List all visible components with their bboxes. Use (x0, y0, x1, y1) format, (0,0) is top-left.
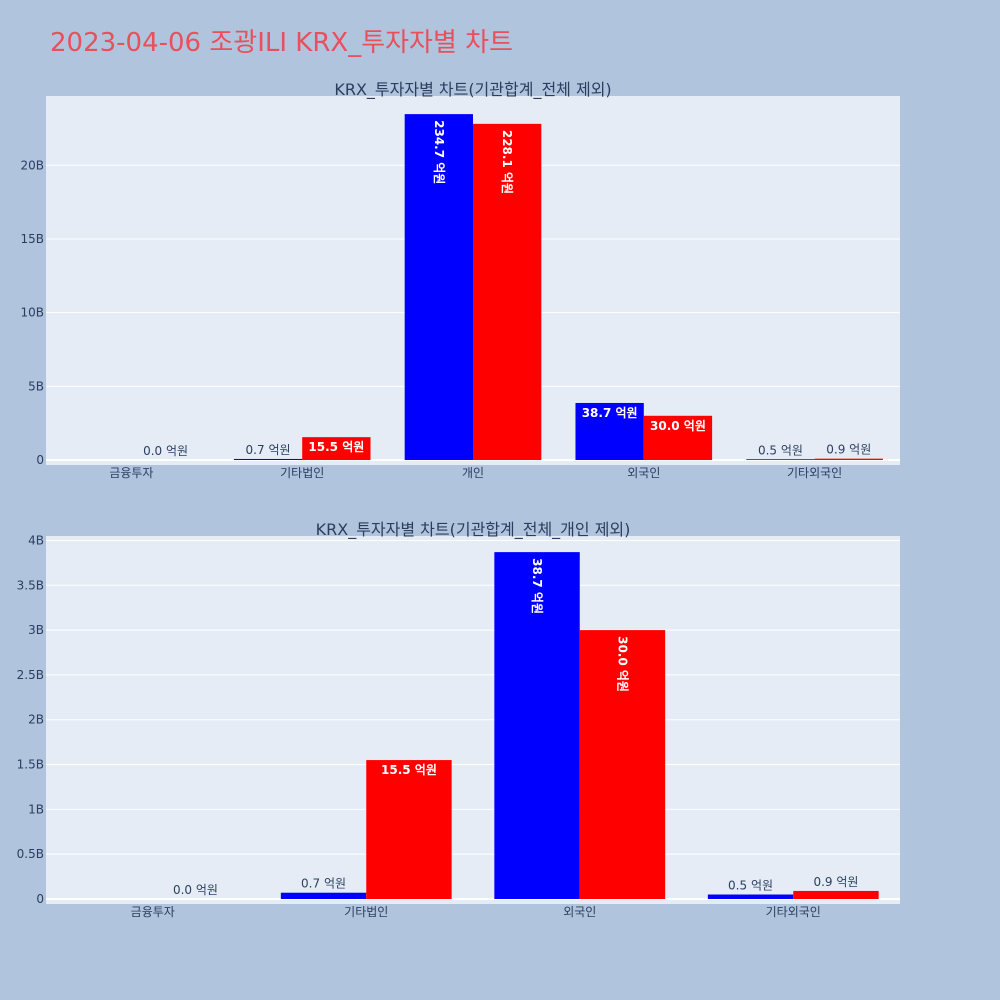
x-tick-label: 기타외국인 (766, 905, 821, 919)
y-tick-label: 5B (28, 379, 44, 393)
bar (575, 402, 644, 460)
data-label: 0.7 억원 (301, 877, 346, 891)
bar (579, 630, 666, 899)
y-tick-label: 0 (36, 892, 44, 906)
data-label: 0.0 억원 (143, 444, 188, 458)
bar (366, 760, 452, 899)
x-tick-label: 금융투자 (131, 905, 175, 919)
bar (793, 890, 879, 899)
y-tick-label: 2B (28, 713, 44, 727)
data-label: 0.9 억원 (826, 443, 871, 457)
y-tick-label: 15B (20, 232, 44, 246)
chart-1: 0 5B 10B 15B 20B KRX_투자자별 차트(기관합계_전체 제외) 금융투자 0… (20, 80, 900, 480)
data-label: 0.0 억원 (173, 883, 218, 897)
data-label: 0.7 억원 (246, 443, 291, 457)
y-tick-label: 3B (28, 623, 44, 637)
y-tick-label: 2.5B (17, 668, 44, 682)
data-label: 234.7 억원 (432, 120, 446, 184)
data-label: 0.5 억원 (758, 443, 803, 457)
chart-title: KRX_투자자별 차트(기관합계_전체_개인 제외) (316, 520, 631, 540)
data-label: 0.5 억원 (728, 879, 773, 893)
bar (404, 114, 473, 460)
x-tick-label: 기타법인 (280, 466, 324, 480)
y-tick-label: 1B (28, 802, 44, 816)
x-tick-label: 외국인 (627, 466, 660, 480)
y-tick-label: 20B (20, 158, 44, 172)
data-label: 228.1 억원 (500, 130, 514, 194)
y-tick-label: 3.5B (17, 578, 44, 592)
page-title: 2023-04-06 조광ILI KRX_투자자별 차트 (50, 28, 514, 58)
x-tick-label: 개인 (462, 466, 484, 480)
x-tick-label: 기타법인 (344, 905, 388, 919)
data-label: 38.7 억원 (582, 406, 638, 420)
bar (707, 894, 794, 899)
chart-2: 0 0.5B 1B 1.5B 2B 2.5B 3B 3.5B 4B KRX_투자자별 차트(기관합… (17, 520, 900, 919)
y-tick-label: 4B (28, 533, 44, 547)
bar (643, 415, 713, 460)
y-tick-label: 10B (20, 306, 44, 320)
bar (473, 123, 542, 460)
x-tick-label: 외국인 (563, 905, 596, 919)
data-label: 15.5 억원 (381, 763, 437, 777)
chart-title: KRX_투자자별 차트(기관합계_전체 제외) (334, 80, 611, 100)
bar (746, 459, 815, 460)
y-tick-label: 0.5B (17, 847, 44, 861)
bar (814, 458, 883, 460)
bar (302, 437, 371, 460)
bar (280, 892, 367, 899)
data-label: 30.0 억원 (615, 636, 629, 692)
x-tick-label: 기타외국인 (787, 466, 842, 480)
data-label: 0.9 억원 (813, 875, 858, 889)
data-label: 15.5 억원 (308, 440, 364, 454)
y-tick-label: 1.5B (17, 758, 44, 772)
bar (494, 552, 580, 899)
data-label: 30.0 억원 (650, 419, 706, 433)
bar (233, 458, 303, 460)
y-tick-label: 0 (36, 453, 44, 467)
data-label: 38.7 억원 (530, 558, 544, 614)
x-tick-label: 금융투자 (109, 466, 153, 480)
